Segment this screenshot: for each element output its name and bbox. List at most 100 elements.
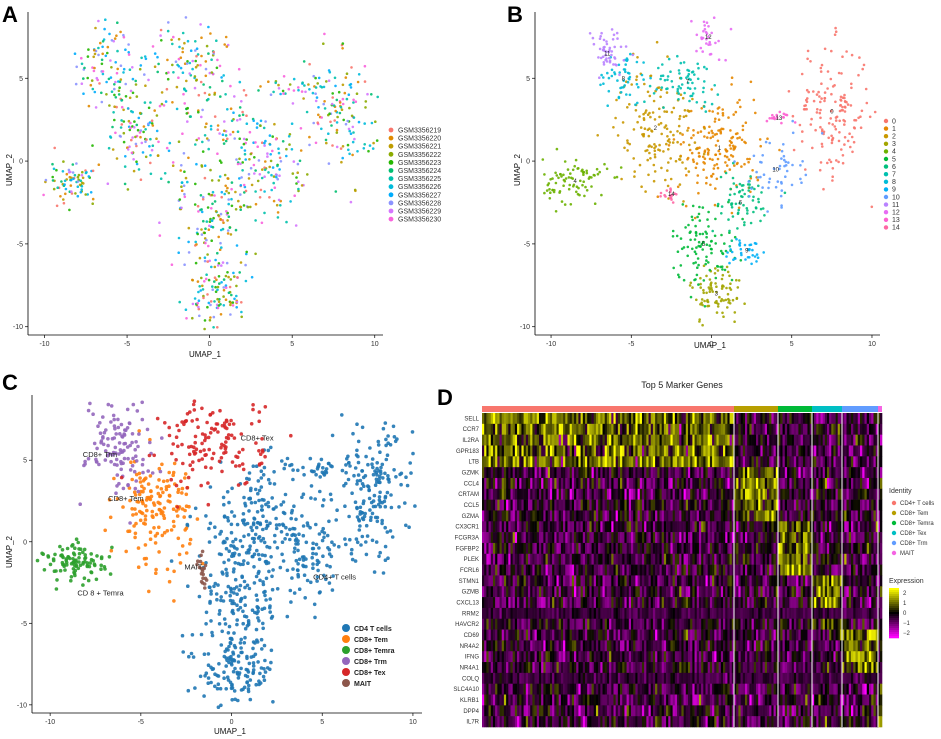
umap-a-point — [204, 227, 207, 230]
umap-b-point — [555, 174, 559, 177]
umap-b-point — [741, 128, 745, 132]
umap-c-point — [230, 608, 235, 613]
heatmap-cell — [488, 694, 492, 706]
umap-a-point — [110, 66, 113, 69]
umap-c-point — [301, 533, 306, 538]
umap-b-point — [819, 161, 823, 164]
umap-a-point — [221, 261, 225, 264]
heatmap-cell — [578, 510, 581, 522]
heatmap-cell — [545, 716, 549, 728]
umap-b-point — [571, 168, 575, 172]
umap-c-point — [209, 619, 213, 623]
heatmap-cell — [543, 510, 546, 522]
umap-a-point — [231, 301, 235, 304]
umap-b-point — [751, 254, 754, 257]
umap-a-point — [139, 178, 143, 181]
umap-b-point — [739, 251, 743, 255]
umap-a-point — [230, 197, 233, 201]
umap-c-point — [227, 624, 232, 629]
umap-c-point — [285, 614, 290, 619]
umap-b-point — [613, 45, 616, 49]
legend-dot-GSM3356223 — [388, 160, 394, 165]
umap-c-point — [204, 610, 209, 615]
umap-c-point — [330, 464, 334, 469]
umap-b-point — [708, 287, 711, 291]
umap-b-point — [845, 100, 848, 104]
umap-b-point — [667, 148, 670, 151]
umap-a-point — [203, 176, 207, 180]
heatmap-cell — [543, 597, 546, 609]
umap-a-point — [290, 122, 294, 125]
umap-b-point — [691, 81, 694, 85]
umap-a-point — [52, 167, 56, 171]
umap-b-point — [702, 20, 706, 24]
umap-b-point — [721, 311, 724, 315]
heatmap-cell — [510, 434, 513, 446]
umap-c-point — [91, 412, 95, 417]
umap-c-point — [259, 637, 264, 642]
umap-a-point — [197, 305, 200, 309]
umap-a-point — [71, 171, 75, 174]
umap-a-point — [219, 217, 222, 221]
heatmap-cell — [545, 640, 549, 652]
umap-c-point — [177, 552, 182, 557]
umap-b-point — [791, 131, 795, 135]
umap-b-point — [714, 276, 718, 280]
umap-a-point — [198, 256, 202, 260]
umap-b-point — [834, 26, 837, 30]
umap-a-point — [205, 273, 208, 277]
umap-b-points — [541, 16, 877, 327]
heatmap-cell — [547, 445, 551, 457]
umap-a-point — [279, 160, 283, 163]
umap-b-point — [676, 87, 680, 91]
umap-a-point — [69, 170, 72, 174]
umap-c-point — [254, 593, 259, 597]
umap-c-point — [260, 607, 265, 611]
umap-c-point — [133, 535, 137, 540]
umap-b-point — [829, 117, 832, 120]
heatmap-cell — [534, 575, 538, 587]
umap-b-point — [696, 77, 700, 81]
umap-c-point — [239, 432, 244, 436]
cluster-label-4: 4 — [573, 179, 577, 185]
umap-a-points — [42, 16, 380, 331]
umap-c-point — [311, 541, 315, 546]
umap-b-point — [563, 203, 567, 206]
umap-c-point — [262, 590, 266, 595]
umap-c-point — [224, 647, 229, 651]
cluster-label-3: 3 — [715, 292, 719, 298]
umap-c-point — [112, 417, 116, 422]
umap-a-point — [300, 184, 304, 187]
umap-c-point — [242, 685, 247, 690]
umap-a-xlabel: UMAP_1 — [189, 350, 222, 359]
umap-c-point — [190, 633, 195, 637]
heatmap-cell — [499, 456, 503, 468]
heatmap-cell — [501, 467, 505, 479]
umap-b-point — [698, 155, 701, 158]
heatmap-cell — [492, 488, 496, 500]
umap-c-point — [322, 531, 327, 535]
umap-c-point — [229, 433, 234, 438]
umap-a-point — [213, 115, 217, 118]
heatmap-cell — [508, 618, 511, 630]
umap-b-point — [681, 133, 684, 136]
heatmap-cell — [576, 629, 579, 641]
umap-c-point — [163, 421, 167, 425]
heatmap-cell — [488, 629, 492, 641]
heatmap-cell — [488, 423, 492, 435]
heatmap-cell — [558, 651, 562, 663]
umap-b-point — [740, 195, 743, 198]
heatmap-cell — [503, 662, 507, 674]
umap-c-point — [204, 514, 208, 518]
umap-c-point — [222, 515, 227, 519]
umap-c-point — [226, 584, 231, 589]
umap-c-point — [356, 454, 360, 459]
heatmap-cell — [563, 456, 566, 468]
heatmap-cell — [519, 521, 522, 533]
umap-c-y-tick-label: 5 — [23, 458, 27, 465]
umap-a-point — [205, 44, 209, 48]
umap-a-point — [104, 18, 107, 22]
heatmap-cell — [536, 640, 540, 652]
heatmap-cell — [580, 488, 584, 500]
umap-b-point — [763, 214, 766, 217]
